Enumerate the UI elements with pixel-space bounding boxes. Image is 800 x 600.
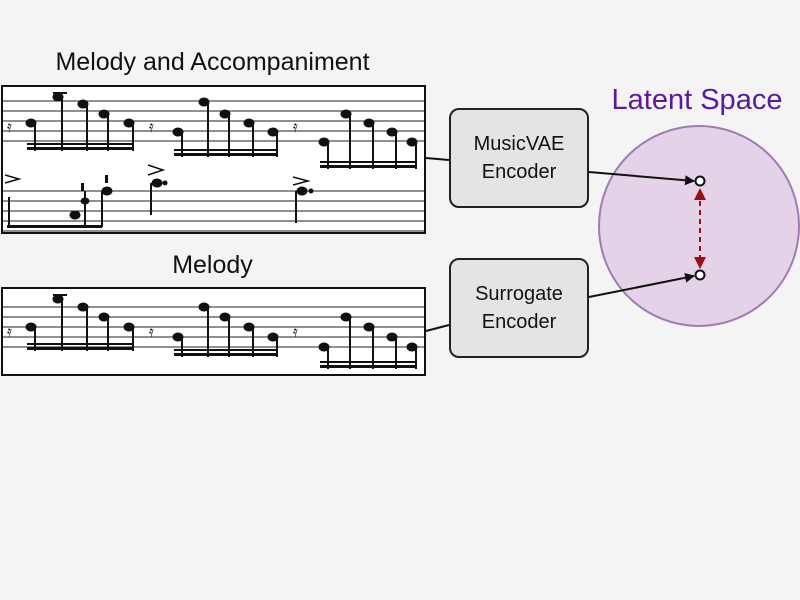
- sheet-music-icon: 𝄿 𝄿 𝄿: [3, 294, 424, 369]
- melody-and-accompaniment-score: 𝄿 𝄿 𝄿: [1, 85, 426, 234]
- melody-and-accompaniment-label: Melody and Accompaniment: [55, 48, 370, 76]
- surrogate-encoder-box: Surrogate Encoder: [449, 258, 589, 358]
- musicvae-encoder-line1: MusicVAE: [473, 133, 565, 155]
- svg-text:𝄿: 𝄿: [293, 119, 298, 136]
- musicvae-latent-point: [694, 175, 706, 187]
- musicvae-encoder-box: MusicVAE Encoder: [449, 108, 589, 208]
- score-to-surrogate-line: [425, 324, 450, 332]
- surrogate-encoder-line2: Encoder: [481, 311, 557, 333]
- latent-distance-arrow-up: [694, 188, 706, 200]
- sheet-music-icon: 𝄿 𝄿 𝄿: [3, 92, 424, 232]
- svg-text:𝄿: 𝄿: [7, 119, 12, 136]
- musicvae-encoder-line2: Encoder: [481, 161, 557, 183]
- svg-text:𝄿: 𝄿: [293, 324, 298, 341]
- latent-space-circle: [598, 125, 800, 327]
- svg-text:𝄿: 𝄿: [7, 324, 12, 341]
- latent-space-title: Latent Space: [611, 84, 783, 116]
- melody-score: 𝄿 𝄿 𝄿: [1, 287, 426, 376]
- surrogate-to-latent-arrow: [588, 272, 695, 298]
- melody-label: Melody: [172, 251, 253, 279]
- svg-text:𝄿: 𝄿: [149, 324, 154, 341]
- svg-text:𝄿: 𝄿: [149, 119, 154, 136]
- score-to-musicvae-line: [425, 157, 450, 161]
- surrogate-latent-point: [694, 269, 706, 281]
- surrogate-encoder-line1: Surrogate: [475, 283, 563, 305]
- latent-distance-arrow-down: [694, 257, 706, 269]
- musicvae-to-latent-arrow: [588, 171, 695, 186]
